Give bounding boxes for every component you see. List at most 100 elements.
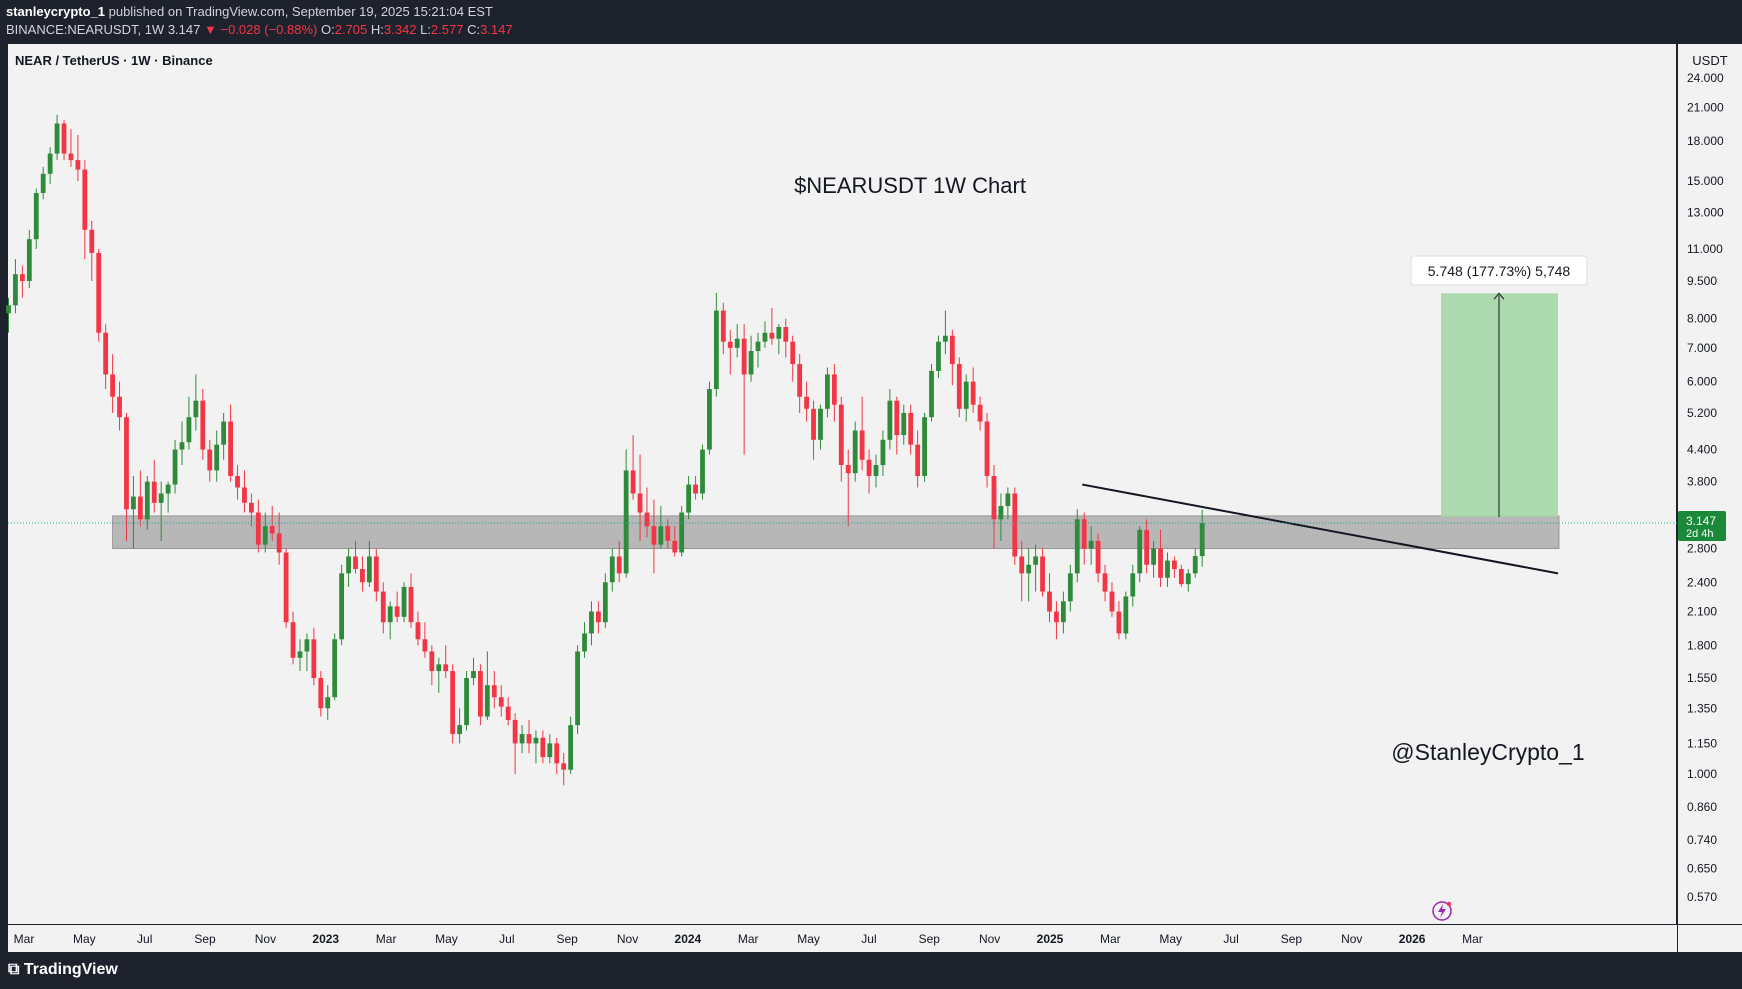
candle xyxy=(873,454,879,488)
candle-body xyxy=(422,639,428,652)
candle-body xyxy=(1165,560,1170,578)
candle xyxy=(172,439,178,494)
descending-trendline xyxy=(1082,483,1559,575)
candle-body xyxy=(491,685,497,698)
last-price-badge[interactable] xyxy=(1678,510,1726,541)
candle-body xyxy=(547,743,553,758)
candle xyxy=(1060,591,1066,634)
candle xyxy=(297,639,303,672)
candle-body xyxy=(297,651,303,658)
candle xyxy=(26,229,32,289)
candle xyxy=(943,310,948,355)
candle-body xyxy=(408,586,414,623)
candle-body xyxy=(991,475,997,520)
candle-body xyxy=(373,556,379,592)
candle-body xyxy=(325,697,331,709)
candle-body xyxy=(471,671,476,679)
time-tick-label: Mar xyxy=(738,932,759,946)
candle xyxy=(790,335,796,382)
time-tick-label: Sep xyxy=(919,932,941,946)
candle-body xyxy=(797,364,803,397)
candle xyxy=(686,475,692,520)
candle xyxy=(679,506,685,557)
candle-body xyxy=(1116,611,1122,634)
chart-pane[interactable] xyxy=(8,44,1676,924)
candle xyxy=(117,381,122,431)
open-label: O: xyxy=(320,22,335,37)
time-tick-label: 2026 xyxy=(1399,932,1426,946)
candle-body xyxy=(82,169,88,230)
candle xyxy=(526,719,532,754)
time-tick-label: Jul xyxy=(861,932,876,946)
candle-body xyxy=(165,484,171,494)
candle xyxy=(325,685,331,720)
time-axis[interactable] xyxy=(8,925,1742,952)
candle-body xyxy=(831,374,837,405)
candle xyxy=(422,622,428,658)
candle-body xyxy=(859,430,865,460)
candle-body xyxy=(1060,601,1066,623)
candle xyxy=(1019,540,1025,602)
candle xyxy=(1102,564,1108,602)
candle xyxy=(1067,564,1073,612)
candle xyxy=(1033,544,1039,592)
time-tick-label: Mar xyxy=(376,932,397,946)
candle xyxy=(1012,487,1018,565)
candle xyxy=(221,412,227,460)
candle xyxy=(762,321,768,348)
candle-body xyxy=(984,421,990,476)
price-tick-label: 11.000 xyxy=(1687,242,1723,256)
candle-body xyxy=(221,421,227,445)
last-price-label: 3.147 xyxy=(1686,514,1716,528)
candle xyxy=(852,421,858,482)
candle-body xyxy=(75,160,81,170)
candle xyxy=(776,324,782,355)
candle xyxy=(318,671,324,717)
candle xyxy=(1130,564,1136,607)
candle xyxy=(96,248,102,342)
symbol-ohlc-line: BINANCE:NEARUSDT, 1W 3.147 ▼ −0.028 (−0.… xyxy=(6,22,513,37)
tradingview-logo[interactable]: ⧉ TradingView xyxy=(8,961,118,979)
candle-body xyxy=(623,470,629,574)
candle-body xyxy=(700,449,705,494)
candle-body xyxy=(311,639,317,679)
candle xyxy=(970,367,976,413)
candle-body xyxy=(818,408,823,440)
candle xyxy=(755,332,761,368)
candle xyxy=(929,364,934,422)
candle xyxy=(540,730,546,764)
candle-body xyxy=(33,192,39,240)
candle xyxy=(75,135,81,181)
candle-body xyxy=(1081,519,1087,549)
candle xyxy=(165,481,171,513)
candle-body xyxy=(693,484,698,494)
candle-body xyxy=(866,459,872,476)
candle xyxy=(484,651,490,720)
currency-box[interactable] xyxy=(1678,44,1742,76)
candle-body xyxy=(720,310,726,342)
candle xyxy=(825,367,830,418)
candle xyxy=(623,449,629,578)
price-tick-label: 7.000 xyxy=(1687,341,1717,355)
candle-body xyxy=(825,374,830,409)
change-text: −0.028 (−0.88%) xyxy=(220,22,318,37)
candle-body xyxy=(26,239,32,281)
candle xyxy=(457,708,462,744)
candle-body xyxy=(998,506,1004,520)
candle-body xyxy=(929,370,934,418)
price-tick-label: 21.000 xyxy=(1687,100,1724,114)
lightning-icon[interactable] xyxy=(1432,901,1452,921)
candle xyxy=(589,601,594,646)
tv-logo-icon: ⧉ xyxy=(8,961,20,978)
candle-body xyxy=(1095,540,1101,574)
candle xyxy=(616,540,622,583)
candle xyxy=(436,657,442,693)
candle xyxy=(727,329,733,375)
candle-body xyxy=(1172,560,1177,570)
candle-body xyxy=(214,444,220,471)
time-tick-label: May xyxy=(435,932,458,946)
candle xyxy=(19,265,25,298)
publisher-name[interactable]: stanleycrypto_1 xyxy=(6,4,105,19)
price-axis[interactable] xyxy=(1678,44,1742,924)
